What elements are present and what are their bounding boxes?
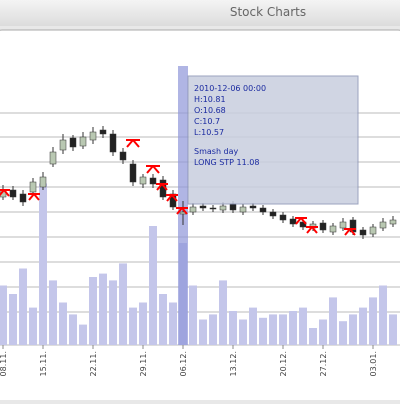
- volume-bar: [229, 311, 237, 345]
- candle-body: [239, 206, 247, 213]
- volume-bar: [259, 317, 267, 345]
- candle-body: [89, 131, 97, 141]
- volume-bar: [359, 307, 367, 345]
- x-tick-label: 15.11.: [39, 351, 48, 376]
- candle-body: [269, 211, 277, 217]
- candle-body: [319, 222, 327, 231]
- candle-body: [259, 207, 267, 213]
- candle-body: [299, 221, 307, 228]
- x-tick-label: 13.12.: [229, 351, 238, 376]
- candle-body: [379, 221, 387, 229]
- volume-bar: [199, 319, 207, 345]
- candle-body: [209, 207, 217, 210]
- volume-bar: [19, 268, 27, 345]
- volume-bar: [369, 297, 377, 345]
- volume-bar: [389, 314, 397, 345]
- candle-body: [59, 139, 67, 151]
- candle-body: [129, 163, 137, 183]
- volume-bar: [159, 294, 167, 345]
- volume-bar: [249, 307, 257, 345]
- volume-bar: [49, 280, 57, 345]
- volume-bar: [79, 324, 87, 345]
- volume-bar: [329, 297, 337, 345]
- candle-body: [9, 189, 17, 198]
- candle-body: [49, 151, 57, 165]
- candle-body: [199, 205, 207, 209]
- volume-bar: [189, 285, 197, 345]
- x-tick-label: 03.01.: [369, 351, 378, 376]
- volume-bar: [319, 319, 327, 345]
- candle-body: [69, 137, 77, 148]
- volume-bar: [349, 314, 357, 345]
- candle-body: [99, 129, 107, 135]
- candle-body: [359, 229, 367, 236]
- candle-body: [339, 221, 347, 229]
- volume-bar: [339, 321, 347, 345]
- volume-bar: [99, 273, 107, 345]
- candle-body: [289, 218, 297, 225]
- tooltip-line: C:10.7: [194, 117, 220, 126]
- candle-body: [189, 206, 197, 213]
- tooltip-line: 2010-12-06 00:00: [194, 84, 266, 93]
- volume-bar: [39, 183, 47, 345]
- volume-bar: [379, 285, 387, 345]
- x-axis: 08.11. 15.11. 22.11. 29.11. 06.12. 13.12. 20.1…: [0, 345, 378, 376]
- x-tick-label: 29.11.: [139, 351, 148, 376]
- window-title: Stock Charts: [230, 5, 306, 19]
- candle-body: [39, 176, 47, 188]
- candle-body: [149, 177, 157, 185]
- volume-bar: [169, 302, 177, 345]
- tooltip-line: H:10.81: [194, 95, 226, 104]
- tooltip-signal: Smash day: [194, 147, 239, 156]
- x-tick-label: 08.11.: [0, 351, 8, 376]
- volume-bar: [129, 307, 137, 345]
- volume-bar: [139, 302, 147, 345]
- candle-body: [19, 193, 27, 203]
- volume-bar: [309, 328, 317, 345]
- volume-bar: [9, 294, 17, 345]
- candle-body: [109, 133, 117, 153]
- volume-bar: [59, 302, 67, 345]
- x-tick-label: 06.12.: [179, 351, 188, 376]
- candle-body: [389, 219, 397, 225]
- volume-bar: [89, 277, 97, 345]
- candle-body: [369, 226, 377, 235]
- x-tick-label: 22.11.: [89, 351, 98, 376]
- volume-bar: [239, 319, 247, 345]
- tooltip-line: L:10.57: [194, 128, 224, 137]
- candle-body: [249, 205, 257, 209]
- candle-body: [329, 225, 337, 233]
- candle-body: [79, 136, 87, 147]
- volume-bar: [289, 311, 297, 345]
- tooltip-text: 2010-12-06 00:00 H:10.81 O:10.68 C:10.7 …: [194, 84, 266, 167]
- volume-bar: [0, 285, 7, 345]
- x-tick-label: 27.12.: [319, 351, 328, 376]
- signals: [0, 139, 356, 236]
- volume-bar: [279, 314, 287, 345]
- candle-body: [119, 151, 127, 161]
- candle-body: [139, 176, 147, 185]
- volume-bar: [299, 307, 307, 345]
- volume-bar: [119, 263, 127, 345]
- volume-bar: [209, 314, 217, 345]
- volume-bar: [149, 226, 157, 345]
- volume-bar: [269, 314, 277, 345]
- volume-bar: [69, 314, 77, 345]
- tooltip-line: O:10.68: [194, 106, 226, 115]
- tooltip: [187, 75, 359, 205]
- x-tick-label: 20.12.: [279, 351, 288, 376]
- candle-body: [219, 205, 227, 211]
- title-bar: [0, 0, 400, 26]
- tooltip-stop: LONG STP 11.08: [194, 158, 259, 167]
- volume-bar: [29, 307, 37, 345]
- candle-body: [29, 181, 37, 193]
- candle-body: [229, 203, 237, 211]
- volume-bar: [219, 280, 227, 345]
- candle-body: [279, 214, 287, 221]
- volume-bar: [109, 280, 117, 345]
